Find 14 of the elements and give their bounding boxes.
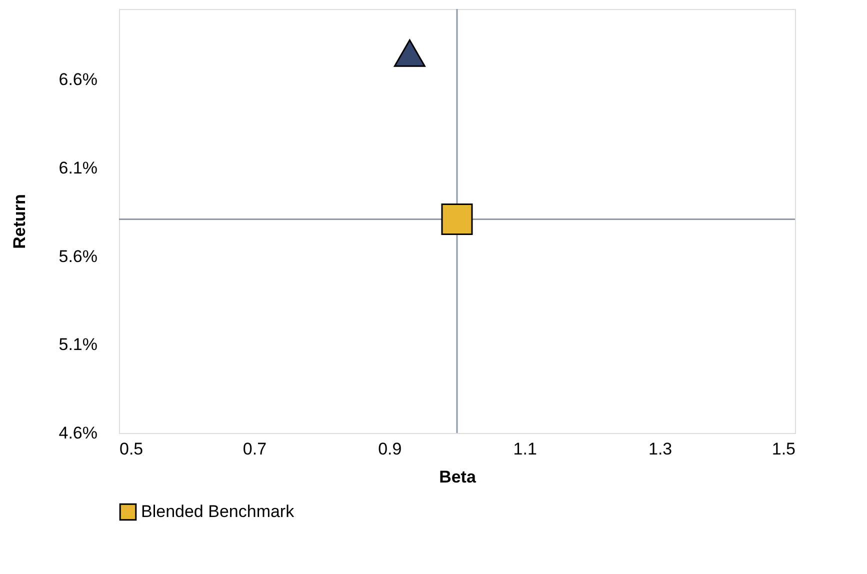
y-tick-label: 6.6% — [58, 70, 98, 90]
x-tick-label: 1.5 — [772, 440, 796, 458]
y-tick-label: 4.6% — [58, 424, 98, 442]
x-axis-title: Beta — [439, 468, 476, 486]
x-tick-label: 0.5 — [120, 440, 144, 458]
y-tick-label: 5.6% — [58, 246, 98, 266]
y-tick-label: 6.1% — [58, 158, 98, 178]
legend-label: Blended Benchmark — [141, 502, 295, 521]
x-tick-label: 0.9 — [378, 440, 402, 458]
y-tick-label: 5.1% — [58, 335, 98, 354]
x-tick-label: 0.7 — [242, 440, 267, 458]
y-axis-title: Return — [10, 194, 29, 249]
x-tick-label: 1.3 — [648, 440, 672, 458]
x-tick-label: 1.1 — [513, 440, 537, 458]
